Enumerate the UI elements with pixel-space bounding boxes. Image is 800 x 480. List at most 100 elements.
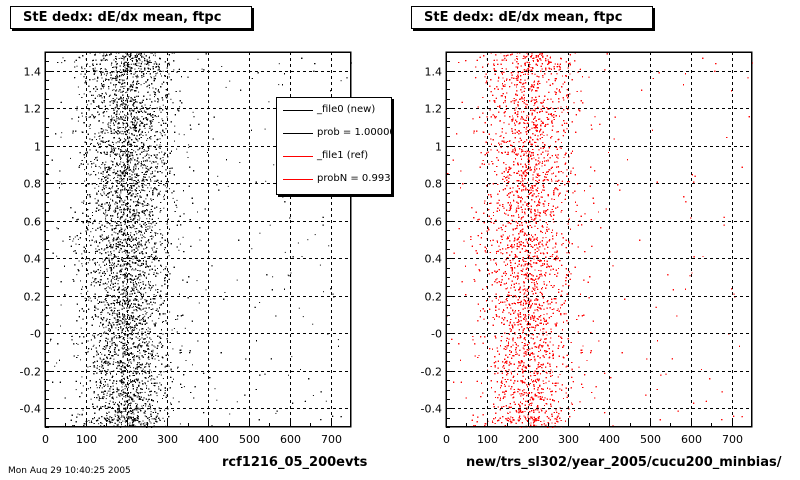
left-data-point (125, 276, 127, 278)
left-data-point (160, 133, 162, 135)
left-data-point (98, 132, 100, 134)
left-data-point (174, 140, 175, 142)
left-data-point (126, 283, 128, 285)
left-data-point (120, 104, 121, 106)
left-data-point (122, 116, 124, 118)
left-data-point (134, 356, 136, 358)
left-data-point (81, 263, 83, 265)
left-data-point (91, 282, 93, 284)
left-data-point (106, 302, 108, 303)
left-data-point (123, 233, 124, 235)
left-data-point (149, 87, 150, 89)
left-data-point (160, 372, 162, 374)
left-data-point (122, 323, 124, 325)
left-data-point (152, 161, 154, 162)
left-data-point (130, 361, 132, 363)
left-data-point (116, 97, 118, 99)
left-data-point (124, 408, 126, 410)
left-data-point (82, 286, 83, 288)
left-data-point (120, 271, 122, 273)
left-data-point (169, 152, 171, 154)
left-data-point (120, 327, 122, 329)
left-data-point (168, 365, 170, 367)
left-data-point (137, 65, 139, 67)
left-data-point (131, 330, 133, 331)
left-data-point (132, 409, 134, 411)
left-data-point (144, 117, 146, 119)
left-data-point (114, 414, 116, 416)
left-data-point (143, 184, 145, 186)
left-data-point (90, 231, 92, 233)
left-data-point (109, 169, 111, 171)
left-data-point (121, 322, 123, 324)
left-data-point (156, 352, 158, 354)
left-data-point (99, 272, 101, 274)
left-data-point (137, 291, 139, 293)
left-data-point (56, 255, 58, 257)
left-data-point (142, 271, 144, 273)
left-data-point (81, 376, 83, 378)
left-data-point (116, 181, 118, 183)
left-data-point (139, 279, 141, 281)
left-data-point (125, 421, 127, 423)
left-data-point (99, 138, 101, 140)
left-data-point (148, 283, 150, 285)
left-data-point (76, 65, 78, 67)
left-data-point (146, 60, 148, 62)
left-data-point (112, 185, 114, 187)
left-data-point (117, 300, 118, 302)
left-data-point (178, 133, 180, 135)
left-data-point (98, 369, 100, 370)
left-data-point (291, 356, 293, 358)
left-data-point (104, 153, 106, 155)
left-data-point (120, 362, 122, 364)
left-data-point (160, 265, 162, 267)
left-data-point (118, 349, 120, 350)
left-data-point (90, 143, 92, 144)
left-data-point (123, 289, 125, 291)
left-data-point (152, 71, 154, 73)
left-data-point (107, 390, 109, 392)
left-data-point (148, 149, 149, 151)
left-data-point (106, 361, 108, 363)
left-data-point (86, 152, 88, 154)
left-data-point (269, 224, 271, 226)
left-data-point (229, 80, 231, 82)
left-data-point (122, 378, 124, 380)
left-data-point (148, 359, 150, 360)
left-data-point (134, 68, 136, 70)
left-data-point (138, 422, 140, 424)
left-data-point (140, 323, 142, 325)
left-data-point (119, 105, 121, 107)
left-data-point (129, 67, 131, 69)
left-data-point (135, 269, 137, 271)
left-data-point (100, 398, 102, 399)
left-data-point (103, 308, 105, 310)
left-data-point (142, 383, 144, 385)
left-data-point (125, 218, 127, 220)
left-data-point (114, 279, 116, 280)
left-data-point (143, 142, 145, 144)
left-data-point (158, 99, 160, 101)
left-data-point (125, 64, 127, 66)
left-data-point (150, 408, 152, 410)
left-data-point (102, 84, 104, 86)
left-data-point (125, 396, 127, 398)
left-data-point (147, 343, 149, 344)
left-data-point (127, 206, 129, 208)
left-data-point (132, 209, 134, 211)
left-data-point (138, 185, 140, 187)
left-data-point (98, 341, 100, 343)
left-data-point (144, 104, 146, 106)
left-data-point (131, 332, 133, 334)
left-data-point (136, 233, 138, 235)
left-data-point (136, 328, 138, 330)
left-data-point (119, 419, 121, 421)
left-data-point (136, 62, 138, 64)
left-data-point (106, 59, 108, 61)
left-data-point (101, 107, 103, 109)
left-data-point (122, 353, 124, 355)
left-data-point (107, 251, 109, 253)
left-data-point (151, 205, 153, 207)
left-data-point (148, 176, 150, 178)
